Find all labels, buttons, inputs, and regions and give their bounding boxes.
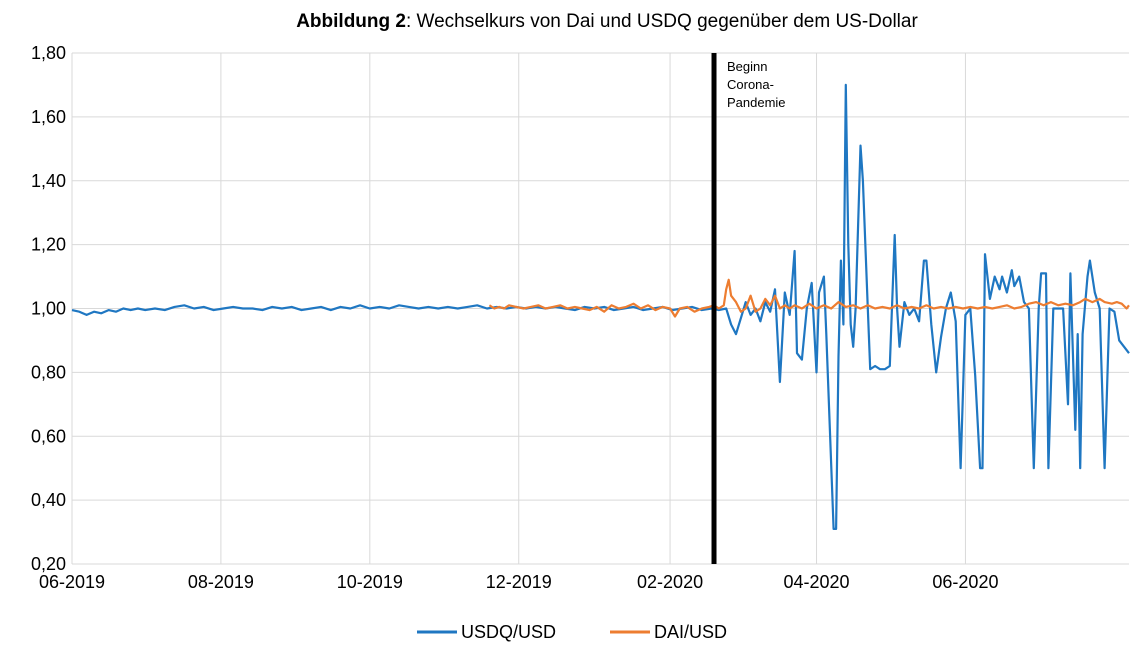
chart-title-rest: : Wechselkurs von Dai und USDQ gegenüber…	[406, 11, 918, 32]
y-tick-label: 1,00	[31, 299, 66, 319]
legend-label: DAI/USD	[654, 622, 727, 642]
y-tick-label: 0,20	[31, 554, 66, 574]
y-axis-labels: 0,20 0,40 0,60 0,80 1,00 1,20 1,40 1,60 1,80	[31, 43, 66, 574]
annotation-group: Beginn Corona- Pandemie	[711, 53, 786, 564]
x-tick-label: 06-2019	[39, 572, 105, 592]
y-tick-label: 1,80	[31, 43, 66, 63]
y-tick-label: 1,20	[31, 235, 66, 255]
annotation-text: Corona-	[727, 77, 774, 92]
x-tick-label: 06-2020	[932, 572, 998, 592]
legend-label: USDQ/USD	[461, 622, 556, 642]
series-line-usdq-usd	[71, 83, 1130, 530]
x-axis-labels: 06-2019 08-2019 10-2019 12-2019 02-2020 04-20…	[39, 572, 999, 592]
series-group	[71, 83, 1130, 530]
chart-title: Abbildung 2: Wechselkurs von Dai und USD…	[296, 11, 918, 32]
y-tick-label: 1,40	[31, 171, 66, 191]
y-tick-label: 0,80	[31, 362, 66, 382]
x-tick-label: 08-2019	[188, 572, 254, 592]
y-tick-label: 0,40	[31, 490, 66, 510]
x-tick-label: 12-2019	[486, 572, 552, 592]
x-tick-label: 04-2020	[784, 572, 850, 592]
chart-title-bold: Abbildung 2	[296, 11, 406, 32]
y-tick-label: 0,60	[31, 426, 66, 446]
annotation-text: Pandemie	[727, 95, 786, 110]
legend: USDQ/USD DAI/USD	[417, 622, 727, 642]
x-tick-label: 02-2020	[637, 572, 703, 592]
x-tick-label: 10-2019	[337, 572, 403, 592]
annotation-text: Beginn	[727, 59, 767, 74]
y-tick-label: 1,60	[31, 107, 66, 127]
series-line-dai-usd	[488, 278, 1130, 318]
